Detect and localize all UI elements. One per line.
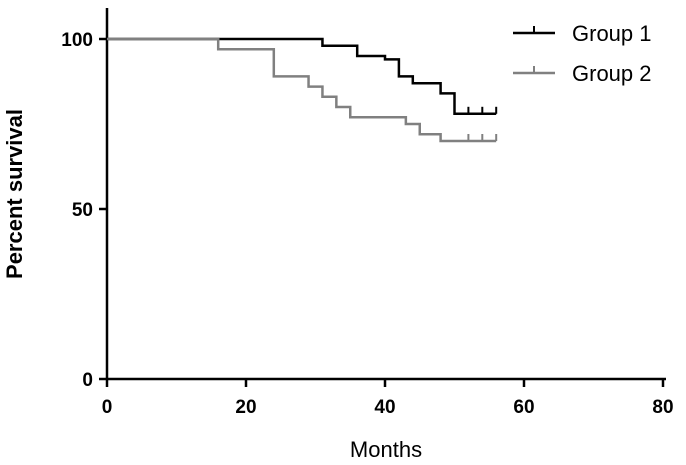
x-axis-ticks: 0 20 40 60 80: [102, 379, 674, 418]
x-tick-label: 0: [102, 397, 113, 418]
y-tick-label: 0: [82, 370, 93, 391]
plot-area: 0 20 40 60 80 0 50 100 Months Percent survival: [2, 8, 674, 462]
legend-label: Group 1: [572, 21, 652, 46]
legend-label: Group 2: [572, 61, 652, 86]
legend: Group 1 Group 2: [513, 21, 652, 86]
y-tick-label: 50: [72, 200, 93, 221]
series-line-group-1: [107, 37, 497, 116]
y-axis-ticks: 0 50 100: [61, 30, 107, 391]
x-tick-label: 20: [235, 397, 256, 418]
x-tick-label: 80: [652, 397, 673, 418]
series-line-group-2: [107, 37, 497, 143]
series-layer: [107, 37, 498, 143]
y-axis-label: Percent survival: [2, 109, 27, 279]
x-tick-label: 40: [374, 397, 395, 418]
y-tick-label: 100: [61, 30, 93, 51]
x-axis-label: Months: [350, 437, 422, 462]
x-tick-label: 60: [513, 397, 534, 418]
